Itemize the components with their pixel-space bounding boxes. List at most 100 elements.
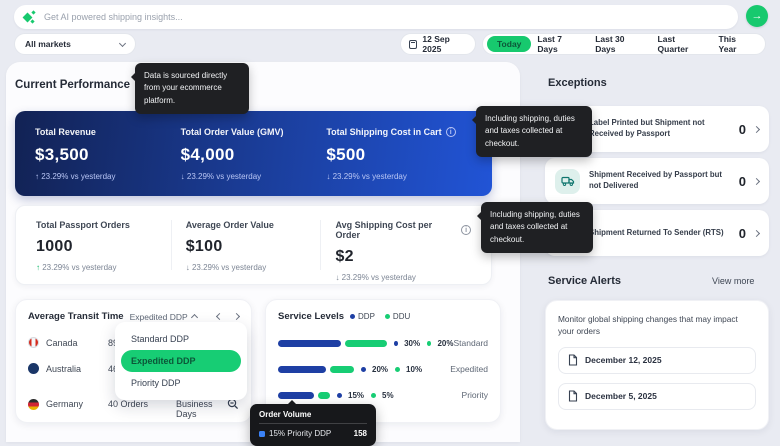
next-page-icon[interactable] xyxy=(232,312,241,321)
kpi-delta: ↑ 23.29% vs yesterday xyxy=(36,263,117,272)
down-arrow-icon: ↓ xyxy=(326,172,331,181)
kpi-value: $4,000 xyxy=(180,145,235,164)
range-tab-last-quarter[interactable]: Last Quarter xyxy=(657,34,689,54)
kpi-delta: ↓ 23.29% vs yesterday xyxy=(335,273,416,282)
kpi-value: $500 xyxy=(326,145,366,164)
service-alerts-title: Service Alerts xyxy=(548,275,621,287)
dropdown-option-standard-ddp[interactable]: Standard DDP xyxy=(131,334,190,344)
transit-title: Average Transit Time xyxy=(28,311,124,322)
ddu-legend-dot-icon xyxy=(384,314,390,319)
ddu-bar xyxy=(318,391,330,399)
arrow-right-icon: → xyxy=(751,10,763,22)
market-select-label: All markets xyxy=(25,39,71,49)
ai-search-placeholder: Get AI powered shipping insights... xyxy=(44,12,183,22)
alert-row-dec-12[interactable]: December 12, 2025 xyxy=(558,346,756,374)
ddp-dot-icon xyxy=(393,340,399,346)
secondary-kpi-card: Total Passport Orders 1000 ↑ 23.29% vs y… xyxy=(15,205,492,285)
view-more-link[interactable]: View more xyxy=(712,276,755,286)
ddp-bar xyxy=(278,391,314,399)
kpi-avg-shipping-cost-order: Avg Shipping Cost per Order i $2 ↓ 23.29%… xyxy=(335,220,472,282)
service-level-select[interactable]: Expedited DDP xyxy=(130,312,198,322)
kpi-label: Average Order Value xyxy=(185,220,274,230)
kpi-value: 1000 xyxy=(36,238,73,255)
ddu-dot-icon xyxy=(395,366,401,372)
service-level-dropdown: Standard DDP Expedited DDP Priority DDP xyxy=(115,322,247,400)
germany-flag-icon xyxy=(28,398,39,410)
ddp-bar xyxy=(278,365,326,373)
up-arrow-icon: ↑ xyxy=(36,263,40,272)
kpi-total-passport-orders: Total Passport Orders 1000 ↑ 23.29% vs y… xyxy=(36,220,172,272)
australia-flag-icon xyxy=(28,363,39,374)
document-icon xyxy=(568,354,578,366)
service-alerts-description: Monitor global shipping changes that may… xyxy=(558,314,738,337)
range-tab-last-30-days[interactable]: Last 30 Days xyxy=(595,34,625,54)
avg-shipping-cost-tooltip: Including shipping, duties and taxes col… xyxy=(477,202,593,254)
exception-count: 0 xyxy=(738,225,746,241)
document-icon xyxy=(568,390,578,402)
chevron-right-icon xyxy=(752,229,761,237)
kpi-label: Total Passport Orders xyxy=(36,220,130,230)
order-volume-tooltip: Order Volume 15% Priority DDP 158 xyxy=(250,400,376,446)
kpi-total-shipping-cost-cart: Total Shipping Cost in Cart i $500 ↓ 23.2… xyxy=(326,127,472,181)
kpi-value: $3,500 xyxy=(35,145,89,164)
exceptions-title: Exceptions xyxy=(548,77,607,89)
ai-search-submit-button[interactable]: → xyxy=(746,5,768,27)
chevron-down-icon xyxy=(118,39,127,47)
kpi-label: Total Shipping Cost in Cart i xyxy=(326,127,472,137)
ddp-dot-icon xyxy=(361,366,366,372)
kpi-label: Total Order Value (GMV) xyxy=(180,127,284,137)
shipping-cost-cart-tooltip: Including shipping, duties and taxes col… xyxy=(472,106,592,158)
prev-page-icon[interactable] xyxy=(215,312,224,321)
kpi-delta: ↑ 23.29% vs yesterday xyxy=(35,172,116,181)
down-arrow-icon: ↓ xyxy=(335,273,340,282)
info-icon[interactable]: i xyxy=(445,127,456,137)
kpi-delta: ↓ 23.29% vs yesterday xyxy=(185,263,267,272)
ai-sparkle-icon xyxy=(22,10,36,24)
calendar-icon xyxy=(409,39,418,49)
date-picker[interactable]: 12 Sep 2025 xyxy=(400,33,476,55)
kpi-label: Total Revenue xyxy=(35,127,96,137)
kpi-value: $100 xyxy=(185,238,223,255)
range-tab-this-year[interactable]: This Year xyxy=(718,34,737,54)
dropdown-option-priority-ddp[interactable]: Priority DDP xyxy=(131,378,181,388)
kpi-delta: ↓ 23.29% vs yesterday xyxy=(326,172,407,181)
range-tab-last-7-days[interactable]: Last 7 Days xyxy=(537,34,562,54)
ddu-bar xyxy=(330,365,354,373)
kpi-label: Avg Shipping Cost per Order i xyxy=(335,220,472,240)
series-marker-icon xyxy=(259,430,265,437)
service-level-row-expedited: 20 10 Expedited xyxy=(278,364,488,374)
date-picker-label: 12 Sep 2025 xyxy=(422,34,450,54)
chevron-right-icon xyxy=(752,125,761,133)
kpi-delta: ↓ 23.29% vs yesterday xyxy=(180,172,262,181)
service-levels-card: Service Levels DDP DDU 30 20 Standard 20… xyxy=(265,299,501,423)
dropdown-option-expedited-ddp[interactable]: Expedited DDP xyxy=(121,350,241,372)
ddu-dot-icon xyxy=(371,392,377,398)
down-arrow-icon: ↓ xyxy=(180,172,185,181)
kpi-total-revenue: Total Revenue $3,500 ↑ 23.29% vs yesterd… xyxy=(35,127,181,181)
kpi-value: $2 xyxy=(335,248,354,265)
alert-row-dec-5[interactable]: December 5, 2025 xyxy=(558,382,756,410)
service-level-row-standard: 30 20 Standard xyxy=(278,338,488,348)
service-level-row-priority: 15 5 Priority xyxy=(278,390,488,400)
range-tab-today[interactable]: Today xyxy=(487,36,532,52)
exception-count: 0 xyxy=(738,121,746,137)
ddp-bar xyxy=(278,339,341,347)
kpi-average-order-value: Average Order Value $100 ↓ 23.29% vs yes… xyxy=(185,220,322,272)
market-select[interactable]: All markets xyxy=(14,33,136,55)
kpi-total-order-value: Total Order Value (GMV) $4,000 ↓ 23.29% … xyxy=(180,127,327,181)
ddu-dot-icon xyxy=(427,340,432,346)
service-levels-legend: DDP DDU xyxy=(350,312,410,321)
info-icon[interactable]: i xyxy=(461,225,472,235)
exception-count: 0 xyxy=(738,173,746,189)
order-volume-title: Order Volume xyxy=(259,410,367,424)
ddp-dot-icon xyxy=(337,392,342,398)
down-arrow-icon: ↓ xyxy=(185,263,190,272)
primary-kpi-card: Total Revenue $3,500 ↑ 23.29% vs yesterd… xyxy=(15,111,492,196)
ai-search-bar[interactable]: Get AI powered shipping insights... xyxy=(14,5,738,29)
ddu-bar xyxy=(344,339,387,347)
exception-item-not-delivered[interactable]: Shipment Received by Passport but not De… xyxy=(545,158,769,204)
current-performance-title: Current Performance i xyxy=(15,79,146,91)
date-range-tabs: Today Last 7 Days Last 30 Days Last Quar… xyxy=(482,33,766,55)
service-alerts-card: Monitor global shipping changes that may… xyxy=(545,300,769,430)
canada-flag-icon xyxy=(28,337,39,348)
